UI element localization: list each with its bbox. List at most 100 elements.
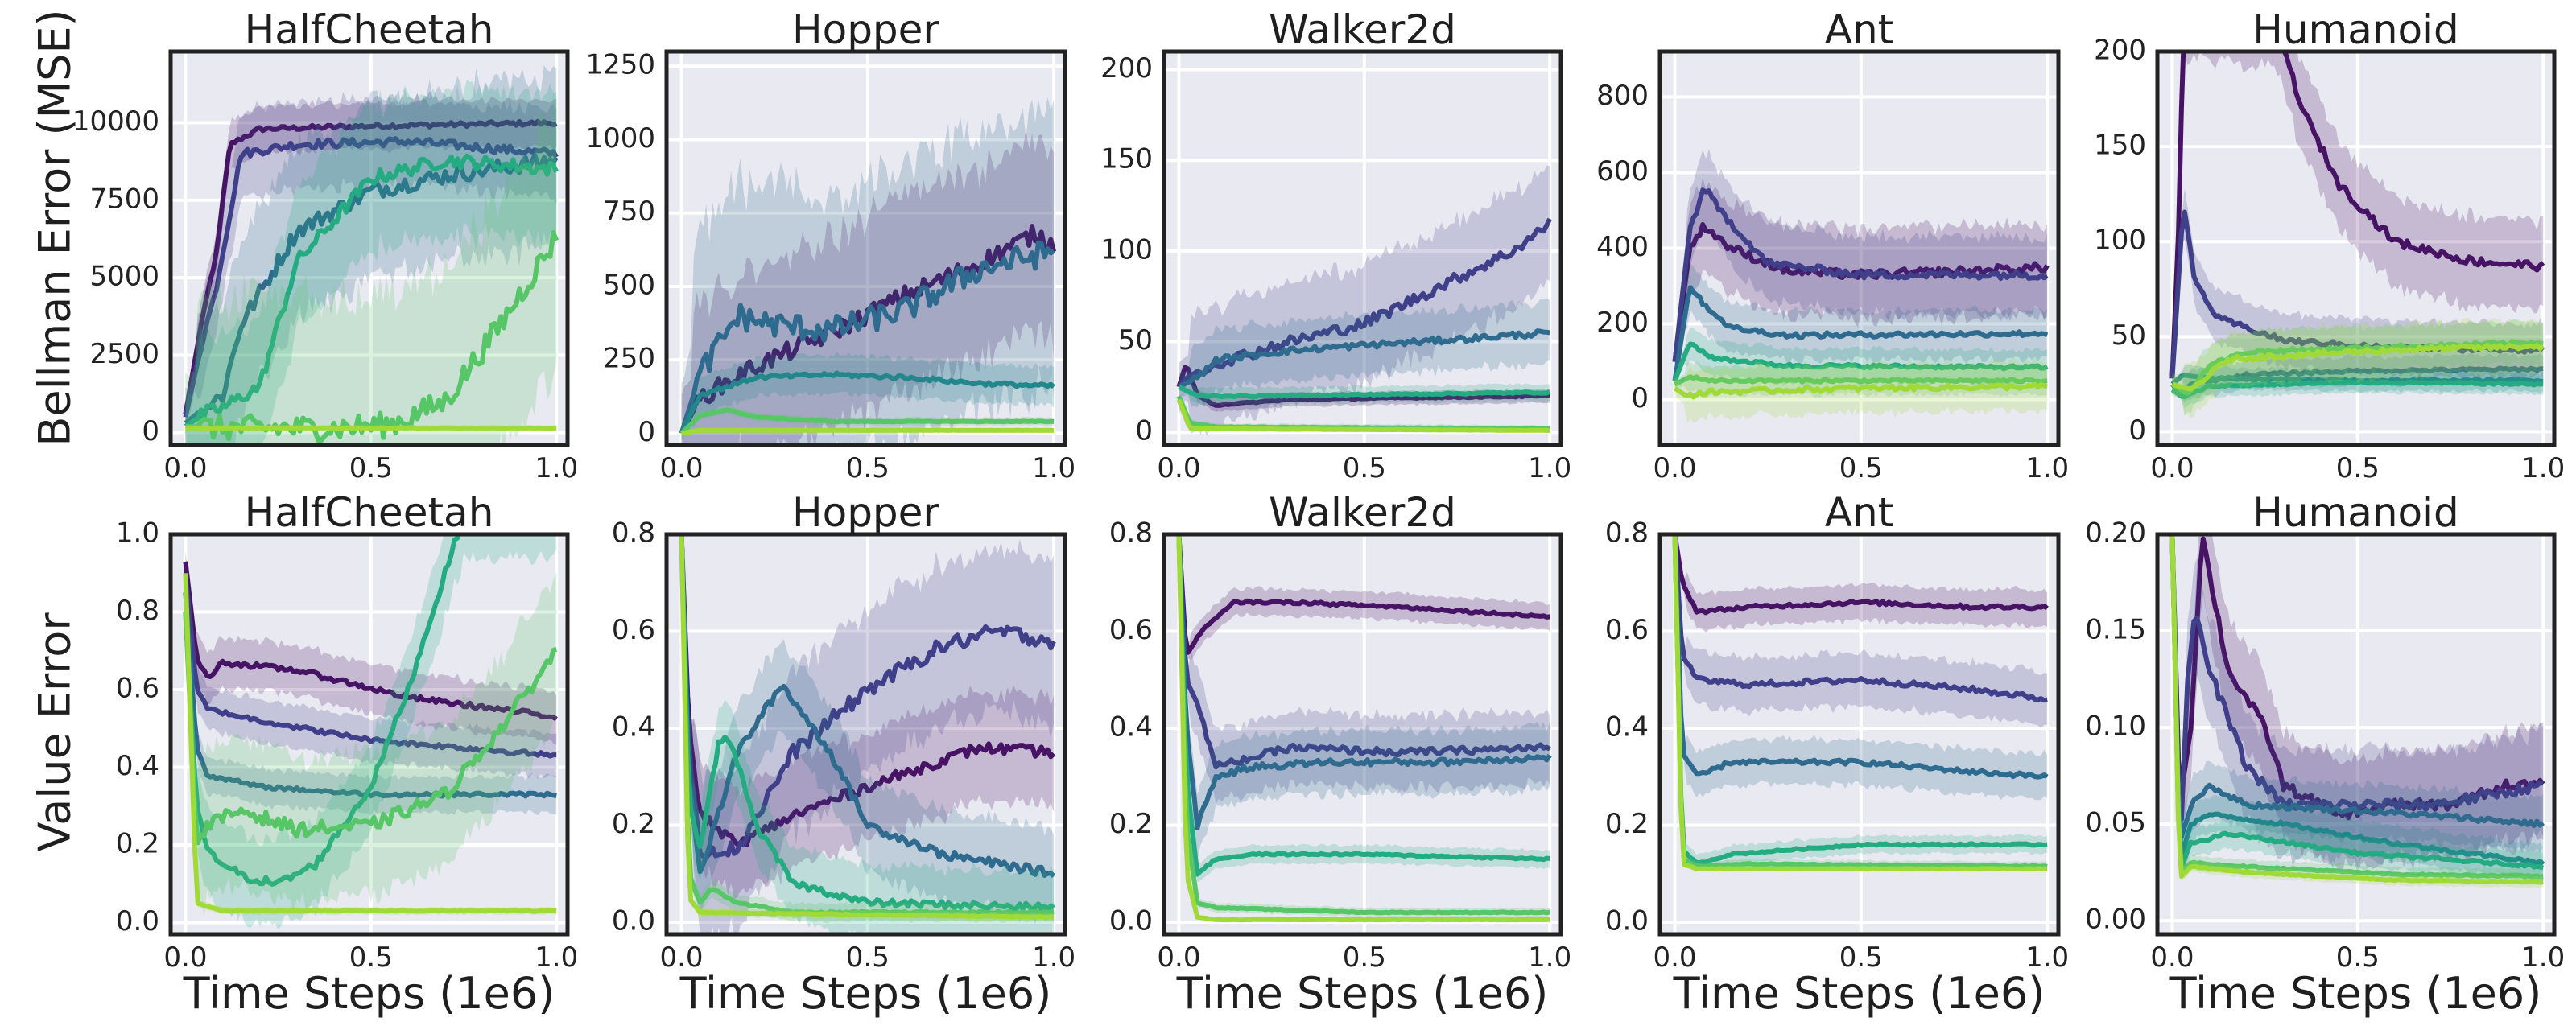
panel-7: 0.0 0.2 0.4 0.6 0.8 0.0 0.5 1.0 Walker2d Time Ste… bbox=[1109, 489, 1571, 1019]
panel-title: Hopper bbox=[792, 489, 939, 536]
series-line bbox=[2169, 534, 2544, 871]
series-line bbox=[679, 534, 1056, 860]
x-tick-label: 1.0 bbox=[2025, 941, 2069, 974]
series-line bbox=[1176, 534, 1550, 916]
series-band bbox=[681, 97, 1055, 445]
panel-title: Hopper bbox=[792, 6, 939, 53]
series-band bbox=[681, 534, 1055, 925]
panel-title: HalfCheetah bbox=[245, 6, 494, 53]
y-tick-label: 7500 bbox=[89, 183, 159, 215]
y-tick-label: 0.20 bbox=[2085, 517, 2146, 550]
axes-frame bbox=[1657, 49, 2061, 447]
x-tick-label: 1.0 bbox=[2521, 941, 2565, 974]
panel-title: Humanoid bbox=[2252, 6, 2459, 53]
series-band bbox=[1179, 534, 1550, 861]
series-line bbox=[1176, 534, 1550, 877]
y-tick-label: 200 bbox=[1596, 307, 1649, 339]
axes-frame bbox=[1162, 49, 1563, 447]
plot-area bbox=[667, 534, 1065, 934]
axes-frame bbox=[168, 49, 570, 447]
panel-8: 0.0 0.2 0.4 0.6 0.8 0.0 0.5 1.0 Ant Time Steps (1… bbox=[1605, 489, 2069, 1019]
series-band bbox=[681, 534, 1055, 934]
series-line bbox=[2169, 534, 2544, 822]
y-tick-label: 0.2 bbox=[1605, 808, 1649, 840]
x-tick-label: 0.0 bbox=[2150, 941, 2194, 974]
series-line bbox=[679, 534, 1055, 920]
series-line bbox=[184, 153, 559, 429]
y-tick-label: 0 bbox=[142, 415, 159, 447]
y-tick-label: 2500 bbox=[89, 338, 159, 370]
x-tick-label: 0.0 bbox=[1157, 941, 1200, 974]
series-line bbox=[1672, 534, 2049, 780]
series-line bbox=[183, 592, 557, 799]
y-tick-label: 200 bbox=[1100, 52, 1153, 84]
x-tick-label: 1.0 bbox=[2025, 452, 2069, 484]
panel-title: Humanoid bbox=[2252, 489, 2459, 536]
plot-area bbox=[1164, 534, 1561, 934]
series-line bbox=[2169, 534, 2544, 885]
y-tick-label: 600 bbox=[1596, 155, 1649, 187]
y-tick-label: 5000 bbox=[89, 261, 159, 293]
y-tick-label: 750 bbox=[603, 196, 655, 228]
series-band bbox=[2172, 534, 2544, 876]
x-tick-label: 0.5 bbox=[1839, 941, 1883, 974]
y-tick-label: 800 bbox=[1596, 80, 1649, 112]
y-tick-label: 400 bbox=[1596, 231, 1649, 263]
series-line bbox=[2170, 378, 2544, 400]
panel-6: 0.0 0.2 0.4 0.6 0.8 0.0 0.5 1.0 Hopper Time Steps… bbox=[612, 489, 1075, 1019]
series-band bbox=[2172, 188, 2544, 389]
y-tick-label: 150 bbox=[2094, 130, 2146, 162]
series-line bbox=[1672, 341, 2049, 382]
y-tick-label: 0.8 bbox=[1109, 517, 1153, 550]
series-band bbox=[185, 96, 557, 423]
series-band bbox=[1674, 177, 2048, 380]
series-line bbox=[2169, 534, 2544, 880]
x-tick-label: 0.0 bbox=[2150, 452, 2194, 484]
series-band bbox=[681, 534, 1055, 924]
series-line bbox=[1176, 398, 1550, 433]
series-line bbox=[1672, 534, 2049, 616]
panel-1: 0 250 500 750 1000 1250 0.0 0.5 1.0 Hopper bbox=[585, 6, 1075, 484]
x-tick-label: 1.0 bbox=[1528, 452, 1571, 484]
axes-frame bbox=[2155, 49, 2557, 447]
panel-5: 0.0 0.2 0.4 0.6 0.8 1.0 0.0 0.5 1.0 HalfCheetah Ti… bbox=[116, 489, 578, 1019]
axes-frame bbox=[168, 532, 570, 937]
x-tick-label: 0.5 bbox=[2336, 941, 2380, 974]
series-band bbox=[1674, 328, 2048, 388]
y-tick-label: 0 bbox=[1135, 415, 1153, 447]
axes-frame bbox=[1162, 532, 1563, 937]
x-axis-label: Time Steps (1e6) bbox=[679, 968, 1052, 1019]
series-line bbox=[1672, 534, 2048, 703]
y-tick-label: 0.8 bbox=[116, 595, 159, 627]
series-line bbox=[183, 136, 559, 418]
series-band bbox=[2172, 352, 2544, 403]
series-band bbox=[1674, 534, 2048, 728]
y-tick-label: 1000 bbox=[585, 122, 655, 154]
series-band bbox=[185, 80, 557, 445]
series-line bbox=[1672, 534, 2048, 866]
series-line bbox=[183, 612, 558, 846]
series-band bbox=[2172, 534, 2544, 883]
series-band bbox=[185, 552, 557, 745]
panel-title: Ant bbox=[1825, 489, 1894, 536]
y-tick-label: 0.0 bbox=[116, 905, 159, 937]
x-tick-label: 1.0 bbox=[1032, 941, 1075, 974]
y-tick-label: 0.0 bbox=[612, 904, 655, 937]
y-tick-label: 0.6 bbox=[612, 614, 655, 646]
x-tick-label: 0.5 bbox=[2336, 452, 2380, 484]
series-band bbox=[185, 534, 557, 930]
series-line bbox=[1672, 187, 2049, 362]
axes-frame bbox=[664, 532, 1067, 937]
series-line bbox=[679, 534, 1056, 879]
series-line bbox=[679, 407, 1055, 435]
y-tick-label: 0 bbox=[638, 416, 655, 448]
series-line bbox=[1178, 328, 1550, 389]
x-tick-label: 0.0 bbox=[1157, 452, 1200, 484]
y-tick-label: 0.8 bbox=[612, 517, 655, 550]
y-tick-label: 0.4 bbox=[612, 711, 655, 743]
series-band bbox=[2172, 52, 2544, 396]
series-band bbox=[681, 130, 1055, 445]
x-tick-label: 1.0 bbox=[2521, 452, 2565, 484]
x-axis-label: Time Steps (1e6) bbox=[1176, 968, 1549, 1019]
panel-title: Walker2d bbox=[1269, 489, 1456, 536]
